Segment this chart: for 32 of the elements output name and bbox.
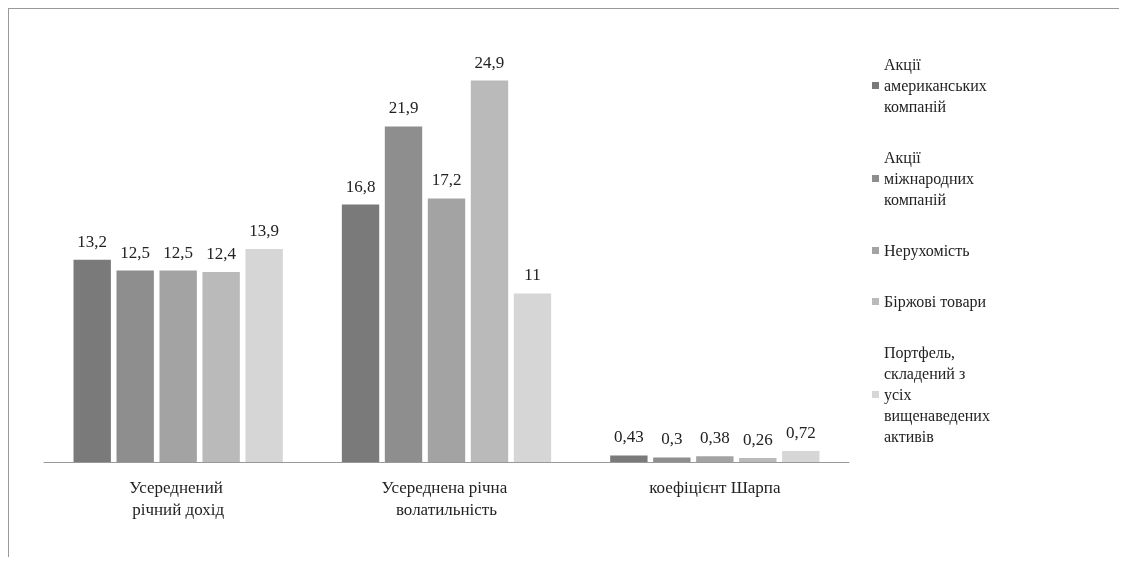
legend-label: Нерухомість [884, 242, 970, 260]
legend-label: Біржові товари [884, 293, 987, 311]
bar [341, 204, 380, 462]
bar [73, 259, 111, 462]
data-label: 0,43 [614, 427, 644, 447]
bar [610, 455, 648, 462]
data-label: 0,38 [699, 428, 730, 448]
bar [739, 458, 777, 462]
data-label: 0,72 [785, 422, 816, 442]
bar [202, 272, 240, 462]
data-label: 13,9 [249, 221, 279, 241]
bar [782, 450, 820, 462]
x-tick-label: коефіцієнт Шарпа [649, 477, 781, 497]
legend-label: Портфель, складений з усіх вищенаведених активів [884, 344, 994, 445]
data-label: 0,26 [742, 430, 773, 450]
data-label: 16,8 [345, 176, 376, 196]
data-label: 17,2 [431, 170, 462, 190]
legend-label: Акції міжнародних компаній [884, 149, 979, 208]
data-label: 12,5 [163, 242, 194, 262]
bar [245, 249, 283, 462]
data-label: 11 [524, 265, 541, 285]
x-tick-label: Усереднена річна волатильність [381, 477, 512, 519]
data-label: 24,9 [474, 52, 505, 72]
legend-label: Акції американських компаній [884, 56, 991, 115]
data-label: 21,9 [388, 98, 419, 118]
bar [513, 293, 552, 462]
data-label: 0,3 [661, 429, 683, 449]
data-label: 13,2 [77, 231, 108, 251]
x-tick-label: Усереднений річний дохід [129, 477, 228, 519]
data-label: 12,5 [120, 242, 151, 262]
bar [470, 80, 509, 462]
data-label: 12,4 [206, 244, 237, 264]
